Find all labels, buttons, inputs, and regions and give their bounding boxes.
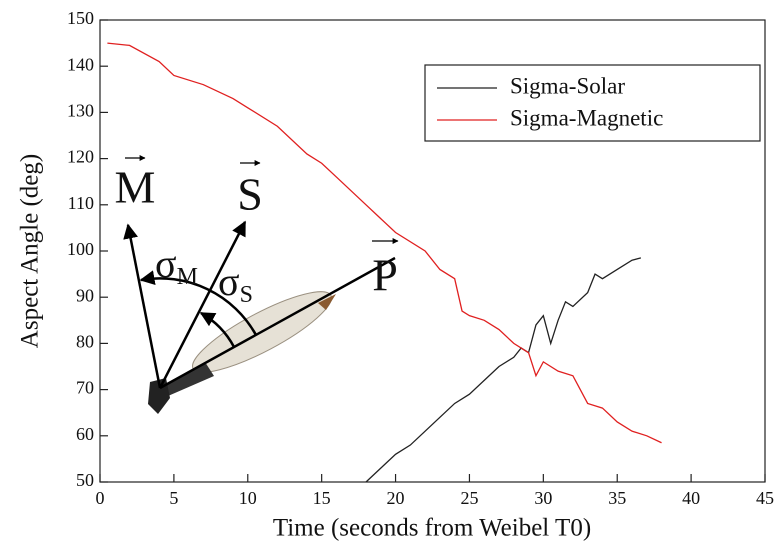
x-tick-label: 15 [313, 488, 331, 508]
x-tick-label: 40 [682, 488, 700, 508]
y-tick-label: 90 [76, 285, 94, 305]
angle-subscript: S [240, 282, 253, 308]
angle-symbol: σ [155, 241, 177, 286]
legend-label: Sigma-Magnetic [510, 105, 663, 130]
angle-symbol: σ [218, 259, 240, 304]
y-tick-label: 80 [76, 332, 94, 352]
y-tick-label: 130 [67, 101, 94, 121]
x-axis-label: Time (seconds from Weibel T0) [273, 515, 591, 542]
x-tick-label: 35 [608, 488, 626, 508]
y-tick-label: 100 [67, 239, 94, 259]
x-tick-label: 0 [96, 488, 105, 508]
vector-arrows [123, 155, 399, 390]
y-tick-label: 140 [67, 54, 94, 74]
angle-label: σM [155, 241, 198, 289]
vector-label: P [372, 250, 398, 301]
x-tick-label: 30 [534, 488, 552, 508]
x-tick-label: 45 [756, 488, 774, 508]
y-tick-label: 150 [67, 8, 94, 28]
data-line [107, 42, 662, 444]
y-tick-label: 110 [68, 193, 94, 213]
y-tick-label: 60 [76, 424, 94, 444]
data-line [365, 257, 642, 483]
x-tick-label: 5 [169, 488, 178, 508]
x-tick-label: 20 [387, 488, 405, 508]
vector-label: S [237, 169, 263, 220]
legend [424, 64, 761, 142]
y-tick-label: 70 [76, 378, 94, 398]
angle-subscript: M [177, 264, 198, 290]
x-tick-label: 25 [460, 488, 478, 508]
legend-label: Sigma-Solar [510, 73, 625, 98]
x-tick-label: 10 [239, 488, 257, 508]
vector-label: M [115, 162, 156, 213]
y-tick-label: 120 [67, 147, 94, 167]
y-axis-label: Aspect Angle (deg) [17, 154, 44, 348]
y-tick-label: 50 [76, 470, 94, 490]
angle-label: σS [218, 259, 253, 307]
